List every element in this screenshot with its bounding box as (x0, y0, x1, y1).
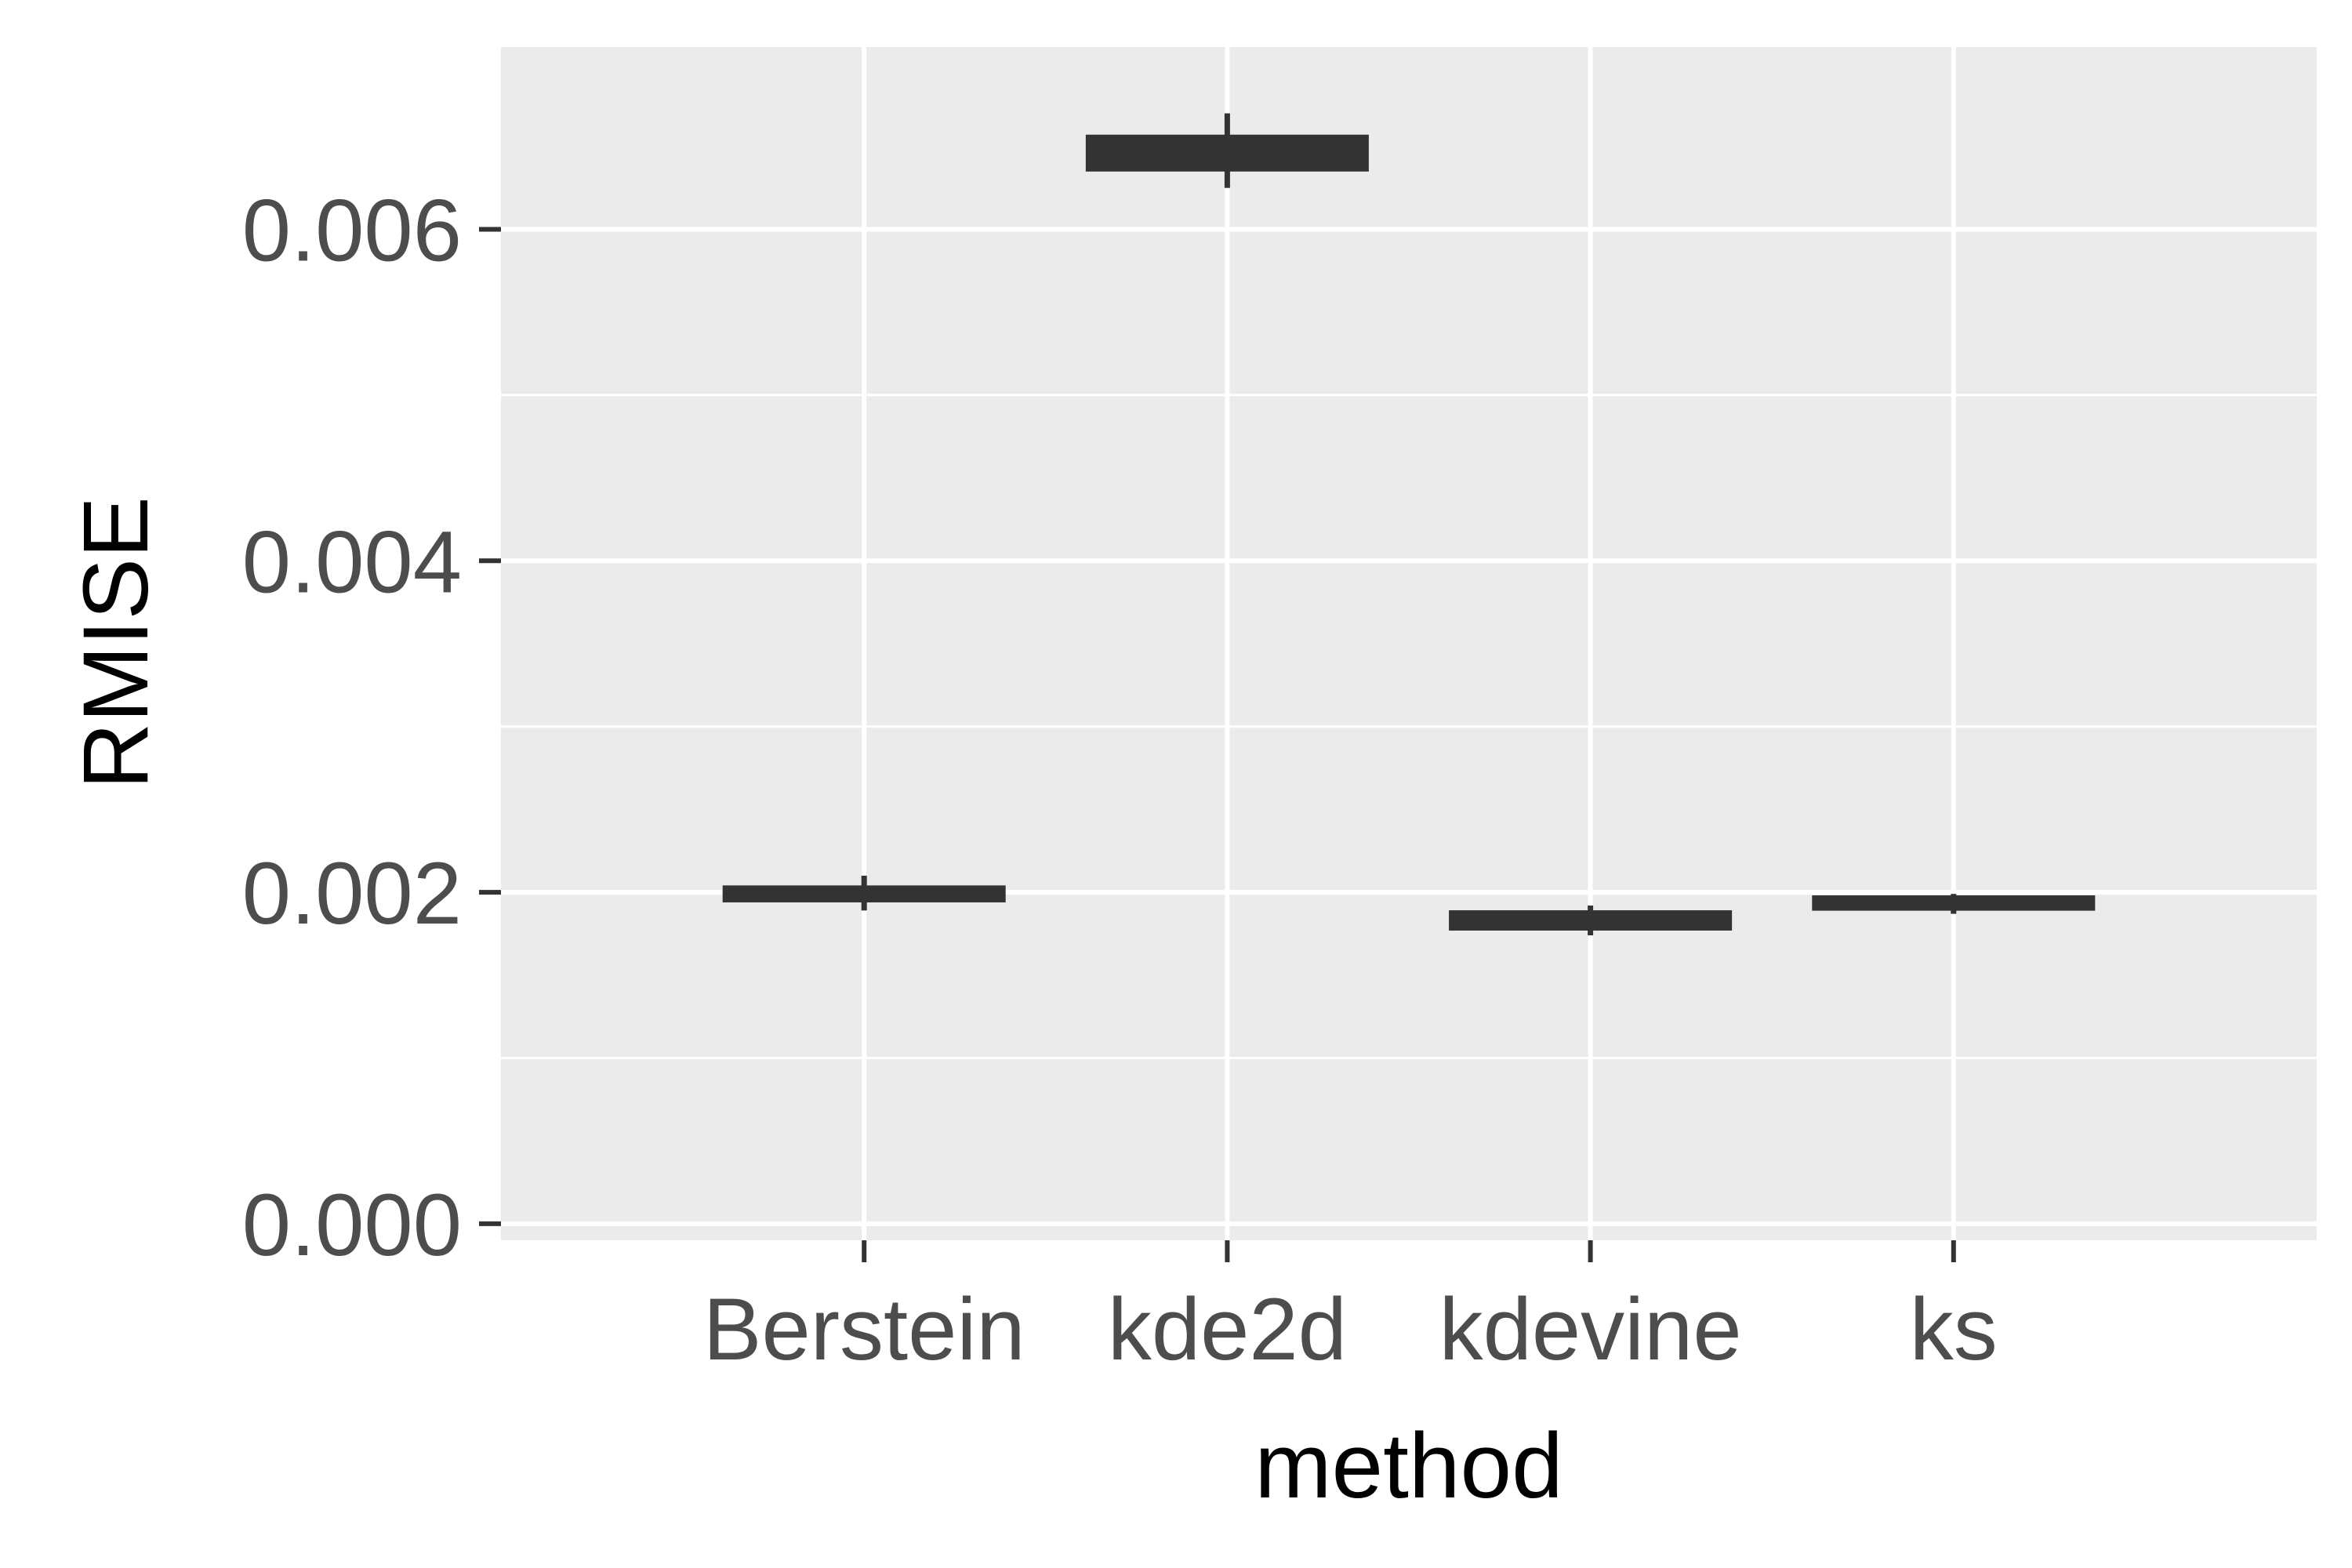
box-kde2d (1085, 113, 1369, 188)
x-tick-label: ks (1910, 1280, 1998, 1378)
box-ks (1812, 894, 2096, 914)
x-tick-label: kdevine (1439, 1280, 1742, 1378)
boxes (722, 113, 2096, 936)
x-axis-title: method (1254, 1414, 1563, 1518)
y-tick-label: 0.006 (242, 182, 462, 280)
y-axis: 0.000 0.002 0.004 0.006 (242, 182, 501, 1274)
x-tick-label: Berstein (703, 1280, 1025, 1378)
y-tick-label: 0.004 (242, 513, 462, 611)
x-axis: Berstein kde2d kdevine ks (703, 1240, 1998, 1378)
y-tick-label: 0.000 (242, 1176, 462, 1274)
plot-panel (501, 47, 2317, 1240)
y-tick-label: 0.002 (242, 844, 462, 942)
x-tick-label: kde2d (1108, 1280, 1347, 1378)
box-Berstein (722, 875, 1006, 911)
box-kdevine (1449, 905, 1733, 936)
y-axis-title: RMISE (64, 496, 168, 789)
grid-minor (501, 394, 2317, 1059)
